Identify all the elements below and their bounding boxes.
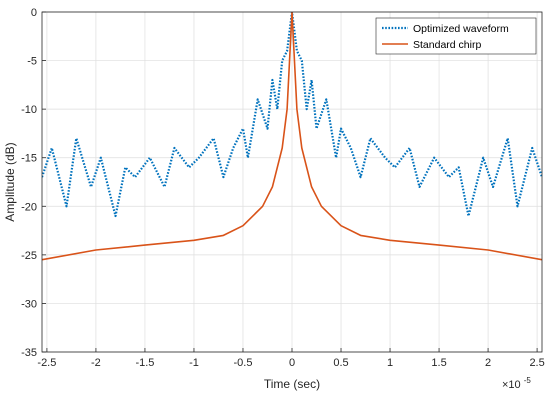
legend-label-optimized-waveform: Optimized waveform [413,23,509,35]
x-axis-label: Time (sec) [264,377,320,391]
series-line-0 [42,12,542,218]
x-tick-label: 0.5 [333,357,348,369]
x-axis-exponent-base: ×10 [502,379,521,391]
x-tick-label: -0.5 [233,357,252,369]
x-axis-exponent-power: -5 [524,376,532,385]
y-tick-label: -35 [21,347,37,359]
x-tick-label: 1.5 [431,357,446,369]
legend-box [375,17,537,55]
x-tick-label: 2 [485,357,491,369]
legend-label-standard-chirp: Standard chirp [413,39,481,51]
x-axis-exponent: ×10 -5 [502,376,531,391]
y-tick-label: -5 [27,56,37,68]
y-tick-label: -30 [21,298,37,310]
x-tick-label: 0 [289,357,295,369]
series-layer [42,12,542,261]
x-tick-label: -2 [91,357,101,369]
y-tick-label: 0 [31,7,37,19]
x-tick-label: -1 [189,357,199,369]
y-tick-label: -20 [21,201,37,213]
series-line-1 [42,12,542,261]
x-tick-label: -1.5 [135,357,154,369]
x-tick-label: -2.5 [37,357,56,369]
legend: Optimized waveform Standard chirp [375,17,537,55]
y-axis-label: Amplitude (dB) [3,142,17,221]
x-tick-label: 1 [387,357,393,369]
y-tick-label: -25 [21,250,37,262]
y-tick-label: -15 [21,153,37,165]
ticks: -2.5 -2 -1.5 -1 -0.5 0 0.5 1 1.5 2 2.5 0 -5 -10 -15 -20… [21,7,545,369]
y-tick-label: -10 [21,104,37,116]
x-tick-label: 2.5 [529,357,544,369]
